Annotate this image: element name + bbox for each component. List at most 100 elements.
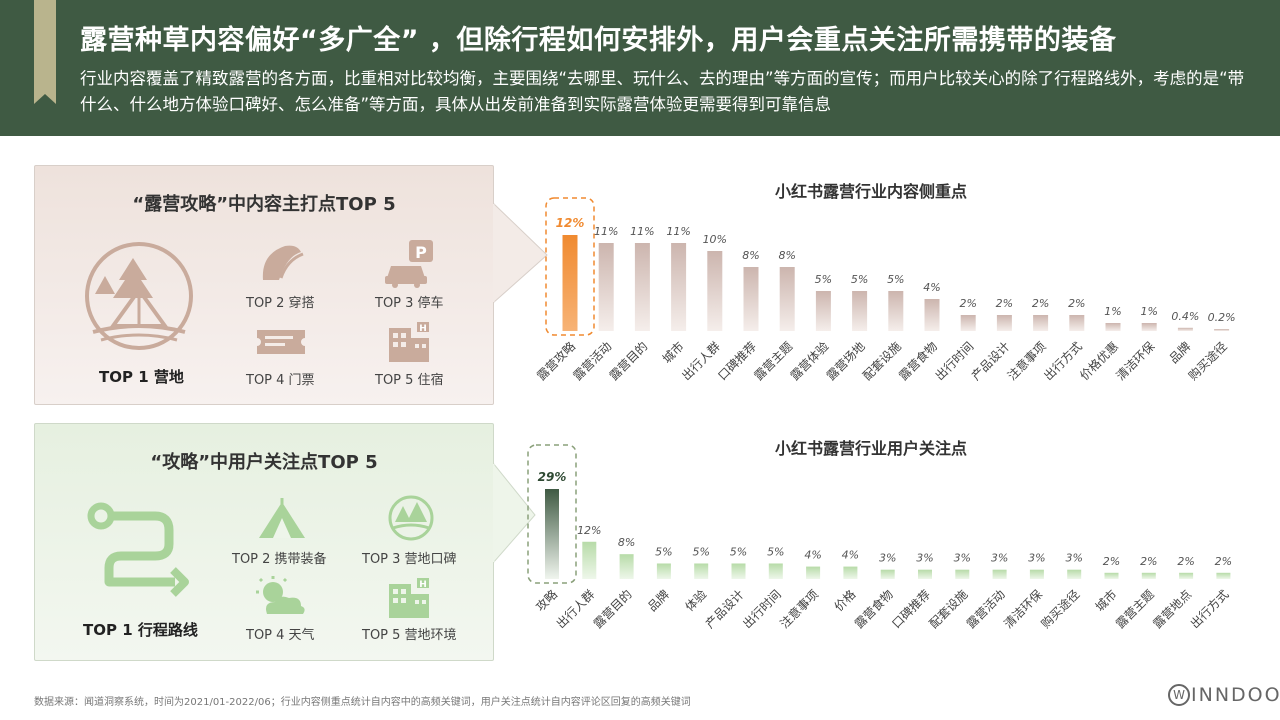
bar-露营攻略 (562, 235, 578, 331)
value-label-出行人群: 12% (577, 524, 601, 537)
user-top5-panel: “攻略”中用户关注点TOP 5 TOP 1 行程路线 TOP 2 携带装备 TO… (34, 423, 494, 661)
value-label-露营活动: 11% (594, 225, 618, 238)
category-label-清洁环保: 清洁环保 (1113, 339, 1157, 383)
value-label-攻略: 29% (538, 470, 567, 484)
value-label-露营目的: 11% (630, 225, 654, 238)
value-label-体验: 5% (692, 545, 709, 558)
content-panel-title: “露营攻略”中内容主打点TOP 5 (132, 194, 396, 215)
user-focus-bar-chart: 29% 攻略 12% 出行人群 8% 露营目的 5% 品牌 5% 体验 5% 产品设计 5% 出行时间 4%… (527, 444, 1232, 632)
category-label-露营体验: 露营体验 (787, 339, 832, 384)
brand-logo: W INNDOO (1168, 684, 1280, 706)
value-label-露营食物: 4% (923, 281, 940, 294)
content-panel-pointer (493, 202, 548, 304)
bar-体验 (694, 563, 709, 579)
category-label-购买途径: 购买途径 (1185, 339, 1230, 384)
user-panel-pointer (493, 462, 536, 564)
bar-露营食物 (880, 569, 895, 579)
category-label-清洁环保: 清洁环保 (1001, 587, 1045, 631)
value-label-露营主题: 8% (778, 249, 795, 262)
weather-icon (256, 576, 305, 614)
value-label-出行方式: 2% (1068, 297, 1085, 310)
value-label-购买途径: 3% (1065, 552, 1082, 565)
value-label-露营场地: 5% (851, 273, 868, 286)
svg-text:H: H (419, 580, 427, 590)
ticket-icon (257, 330, 305, 354)
category-label-注意事项: 注意事项 (777, 587, 822, 632)
value-label-口碑推荐: 3% (916, 552, 933, 565)
bar-购买途径 (1214, 329, 1230, 331)
category-label-露营活动: 露营活动 (570, 339, 614, 383)
parking-car-icon: P (385, 240, 433, 288)
page-subtitle: 行业内容覆盖了精致露营的各方面，比重相对比较均衡，主要围绕“去哪里、玩什么、去的… (80, 69, 1245, 114)
forest-badge-icon (388, 495, 434, 541)
category-label-城市: 城市 (1092, 587, 1120, 615)
category-label-价格优惠: 价格优惠 (1077, 339, 1122, 384)
bar-露营主题 (779, 267, 795, 331)
category-label-购买途径: 购买途径 (1038, 587, 1083, 632)
bar-出行人群 (582, 541, 597, 579)
bar-露营场地 (852, 291, 868, 331)
bar-品牌 (656, 563, 671, 579)
value-label-露营体验: 5% (815, 273, 832, 286)
bar-品牌 (1177, 327, 1193, 331)
bar-露营活动 (598, 243, 614, 331)
value-label-城市: 11% (666, 225, 690, 238)
bar-城市 (1104, 572, 1119, 579)
value-label-露营食物: 3% (879, 552, 896, 565)
value-label-口碑推荐: 8% (742, 249, 759, 262)
bar-露营活动 (992, 569, 1007, 579)
bar-价格 (843, 566, 858, 579)
category-label-价格: 价格 (831, 587, 859, 615)
value-label-注意事项: 2% (1032, 297, 1049, 310)
category-label-体验: 体验 (682, 587, 710, 615)
value-label-露营活动: 3% (991, 552, 1008, 565)
value-label-露营目的: 8% (618, 536, 635, 549)
user-panel-title: “攻略”中用户关注点TOP 5 (150, 452, 378, 473)
content-focus-bar-chart: 12% 露营攻略 11% 露营活动 11% 露营目的 11% 城市 10% 出行人群 8% 口碑推荐 8… (534, 197, 1236, 384)
bar-出行人群 (707, 251, 723, 331)
content-top5-label: TOP 5 住宿 (375, 373, 444, 388)
value-label-品牌: 5% (655, 545, 672, 558)
bar-出行时间 (768, 563, 783, 579)
category-label-露营活动: 露营活动 (964, 587, 1008, 631)
user-top2-label: TOP 2 携带装备 (232, 552, 327, 567)
data-source-note: 数据来源：闻道洞察系统，时间为2021/01-2022/06；行业内容侧重点统计… (34, 697, 691, 708)
bar-口碑推荐 (918, 569, 932, 579)
bar-出行方式 (1216, 572, 1231, 579)
hat-icon (262, 245, 304, 280)
category-label-露营食物: 露营食物 (851, 587, 896, 632)
value-label-价格优惠: 1% (1104, 305, 1121, 318)
category-label-出行方式: 出行方式 (1187, 587, 1232, 632)
tent-icon (259, 498, 305, 538)
bar-出行时间 (960, 315, 976, 331)
hotel-icon: H (389, 322, 429, 362)
category-label-出行时间: 出行时间 (740, 587, 784, 631)
category-label-口碑推荐: 口碑推荐 (715, 339, 760, 384)
category-label-出行人群: 出行人群 (679, 339, 723, 383)
bar-露营地点 (1179, 572, 1194, 579)
bar-城市 (671, 243, 687, 331)
bar-清洁环保 (1141, 323, 1157, 331)
category-label-产品设计: 产品设计 (969, 339, 1013, 383)
content-top2-label: TOP 2 穿搭 (246, 296, 315, 311)
header-banner: 露营种草内容偏好“多广全” ，但除行程如何安排外，用户会重点关注所需携带的装备 … (0, 0, 1280, 136)
bar-露营主题 (1141, 572, 1156, 579)
content-top5-panel: “露营攻略”中内容主打点TOP 5 TOP 1 营地 TOP 2 穿搭 P TO… (34, 165, 494, 405)
value-label-配套设施: 3% (954, 552, 971, 565)
bar-购买途径 (1067, 569, 1082, 579)
value-label-露营主题: 2% (1140, 555, 1157, 568)
bar-配套设施 (955, 569, 970, 579)
category-label-露营地点: 露营地点 (1150, 587, 1194, 631)
bar-露营目的 (634, 243, 650, 331)
bar-配套设施 (888, 291, 904, 331)
category-label-露营场地: 露营场地 (824, 339, 868, 383)
category-label-品牌: 品牌 (645, 587, 672, 614)
user-top5-label: TOP 5 营地环境 (362, 628, 457, 643)
value-label-清洁环保: 3% (1028, 552, 1045, 565)
page-title: 露营种草内容偏好“多广全” ，但除行程如何安排外，用户会重点关注所需携带的装备 (80, 25, 1117, 56)
category-label-产品设计: 产品设计 (703, 587, 747, 631)
category-label-露营主题: 露营主题 (751, 339, 795, 383)
brand-mark: W (1168, 684, 1190, 706)
value-label-出行时间: 2% (959, 297, 976, 310)
value-label-露营攻略: 12% (556, 216, 585, 230)
